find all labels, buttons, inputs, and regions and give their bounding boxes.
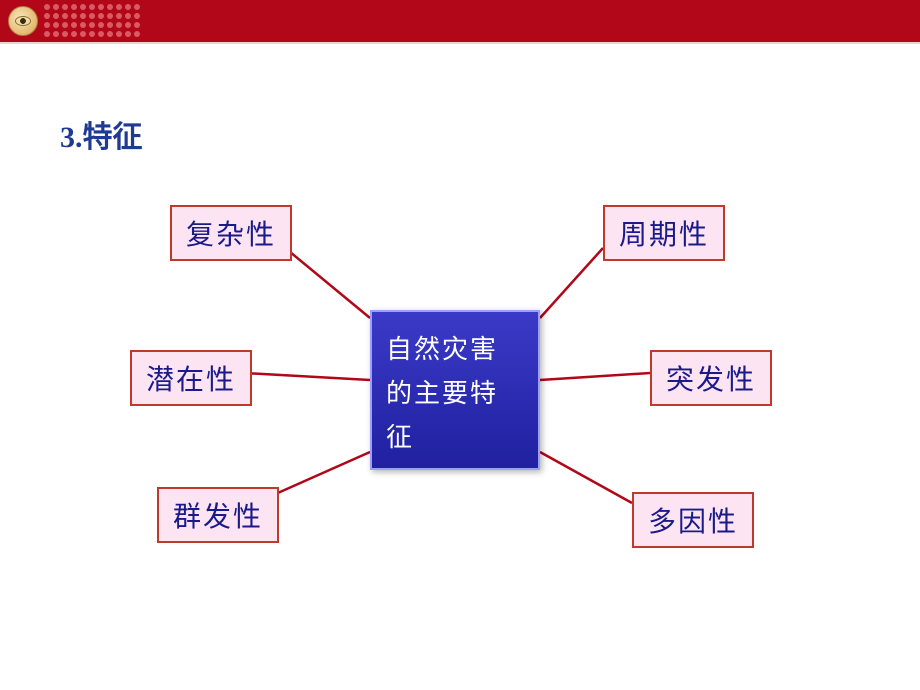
dot-icon (134, 22, 140, 28)
dot-icon (125, 22, 131, 28)
dot-icon (107, 4, 113, 10)
dot-icon (80, 4, 86, 10)
dot-icon (44, 13, 50, 19)
dot-icon (53, 4, 59, 10)
dot-icon (107, 13, 113, 19)
dot-icon (80, 13, 86, 19)
dot-icon (89, 4, 95, 10)
diagram-node: 潜在性 (130, 350, 252, 406)
dot-icon (44, 22, 50, 28)
dot-icon (134, 31, 140, 37)
dot-icon (134, 13, 140, 19)
diagram-node: 群发性 (157, 487, 279, 543)
dot-icon (89, 31, 95, 37)
header-underline (0, 42, 920, 44)
dot-icon (62, 22, 68, 28)
diagram-node: 多因性 (632, 492, 754, 548)
dot-icon (71, 4, 77, 10)
dot-icon (107, 22, 113, 28)
logo-icon (8, 6, 38, 36)
dot-icon (80, 31, 86, 37)
dot-pattern (44, 4, 142, 39)
dot-icon (125, 4, 131, 10)
dot-icon (62, 4, 68, 10)
diagram-node: 突发性 (650, 350, 772, 406)
dot-icon (116, 4, 122, 10)
dot-icon (53, 13, 59, 19)
dot-icon (125, 13, 131, 19)
diagram-node: 周期性 (603, 205, 725, 261)
dot-icon (62, 13, 68, 19)
dot-icon (44, 4, 50, 10)
dot-icon (89, 13, 95, 19)
dot-icon (116, 31, 122, 37)
dot-icon (116, 22, 122, 28)
dot-icon (125, 31, 131, 37)
dot-icon (89, 22, 95, 28)
dot-icon (98, 31, 104, 37)
dot-icon (62, 31, 68, 37)
diagram-node: 复杂性 (170, 205, 292, 261)
dot-icon (80, 22, 86, 28)
dot-icon (98, 13, 104, 19)
dot-icon (53, 31, 59, 37)
dot-icon (53, 22, 59, 28)
dot-icon (107, 31, 113, 37)
dot-icon (134, 4, 140, 10)
dot-icon (98, 4, 104, 10)
dot-icon (44, 31, 50, 37)
dot-icon (71, 31, 77, 37)
section-title: 3.特征 (60, 112, 143, 156)
center-node: 自然灾害的主要特征 (370, 310, 540, 470)
dot-icon (71, 13, 77, 19)
dot-icon (71, 22, 77, 28)
header-bar (0, 0, 920, 42)
dot-icon (116, 13, 122, 19)
eye-icon (15, 16, 31, 26)
dot-icon (98, 22, 104, 28)
